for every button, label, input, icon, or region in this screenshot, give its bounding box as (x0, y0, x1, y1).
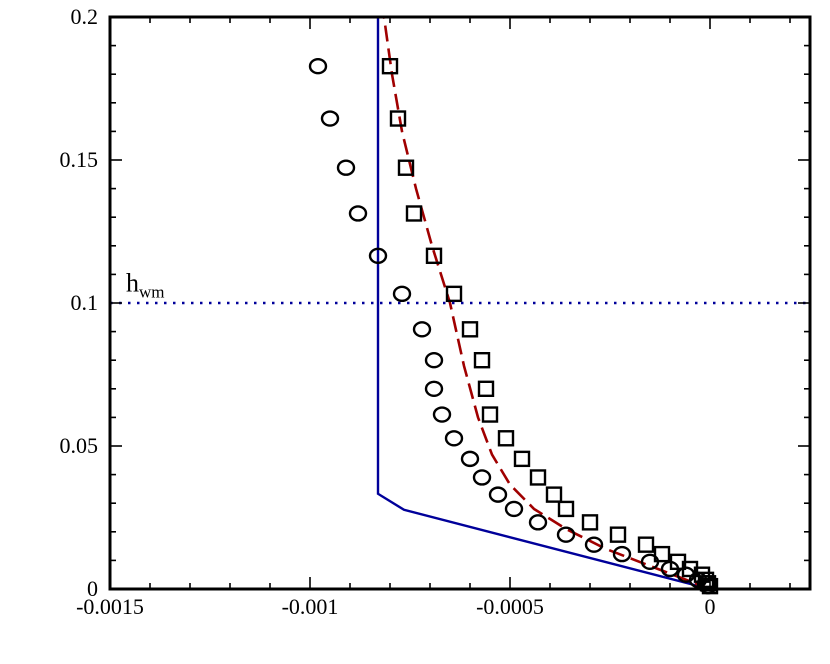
square-marker (637, 536, 655, 553)
circle-marker (584, 536, 604, 553)
circle-marker (504, 500, 524, 518)
axis-ticks (109, 16, 810, 590)
series-squares (381, 57, 719, 595)
circle-marker (460, 450, 480, 468)
square-marker (653, 545, 671, 563)
square-marker (497, 430, 515, 447)
square-marker (581, 514, 599, 531)
square-marker (405, 205, 423, 222)
square-marker (609, 526, 627, 543)
square-marker (461, 321, 479, 338)
x-tick-labels: -0.0015 -0.001 -0.0005 0 (76, 594, 715, 619)
y-tick-label: 0 (87, 576, 98, 601)
square-marker (481, 406, 499, 423)
hwm-annotation: hwm (126, 269, 165, 302)
circle-marker (640, 553, 660, 571)
x-tick-label: -0.001 (282, 594, 339, 619)
circle-marker (698, 577, 718, 595)
x-tick-label: -0.0015 (76, 594, 144, 619)
y-tick-label: 0.15 (60, 147, 99, 172)
circle-marker (556, 526, 576, 543)
series-line-blue-solid (376, 17, 711, 589)
series-red-dashed (382, 17, 711, 589)
circle-marker (472, 469, 492, 486)
y-tick-labels: 0 0.05 0.1 0.15 0.2 (60, 4, 99, 601)
y-tick-label: 0.1 (71, 290, 99, 315)
series-blue-solid (376, 17, 711, 589)
x-tick-label: -0.0005 (476, 594, 544, 619)
circle-marker (348, 205, 368, 222)
circle-marker (612, 545, 632, 563)
circle-marker (336, 159, 356, 176)
circle-marker (412, 321, 432, 338)
circle-marker (660, 560, 680, 578)
square-marker (513, 450, 531, 468)
circle-marker (444, 430, 464, 447)
hwm-annotation-subscript: wm (139, 283, 165, 302)
y-tick-label: 0.2 (71, 4, 99, 29)
square-marker (557, 500, 575, 518)
circle-marker (488, 486, 508, 503)
square-marker (529, 469, 547, 486)
square-marker (473, 352, 491, 369)
circle-marker (392, 285, 412, 303)
plot-area (110, 17, 810, 595)
square-marker (445, 285, 463, 303)
y-tick-label: 0.05 (60, 433, 99, 458)
hwm-annotation-base: h (126, 269, 139, 298)
square-marker (381, 57, 399, 75)
series-circles (308, 57, 718, 595)
square-marker (477, 380, 495, 397)
circle-marker (528, 514, 548, 531)
square-marker (389, 110, 407, 127)
circle-marker (424, 380, 444, 397)
x-tick-label: 0 (705, 594, 716, 619)
square-marker (397, 159, 415, 176)
circle-marker (320, 110, 340, 127)
circle-marker (424, 352, 444, 369)
circle-marker (308, 57, 328, 75)
square-marker (545, 486, 563, 503)
square-marker (425, 247, 443, 265)
circle-marker (432, 406, 452, 423)
circle-marker (368, 247, 388, 265)
series-line-red-dashed (382, 17, 711, 589)
